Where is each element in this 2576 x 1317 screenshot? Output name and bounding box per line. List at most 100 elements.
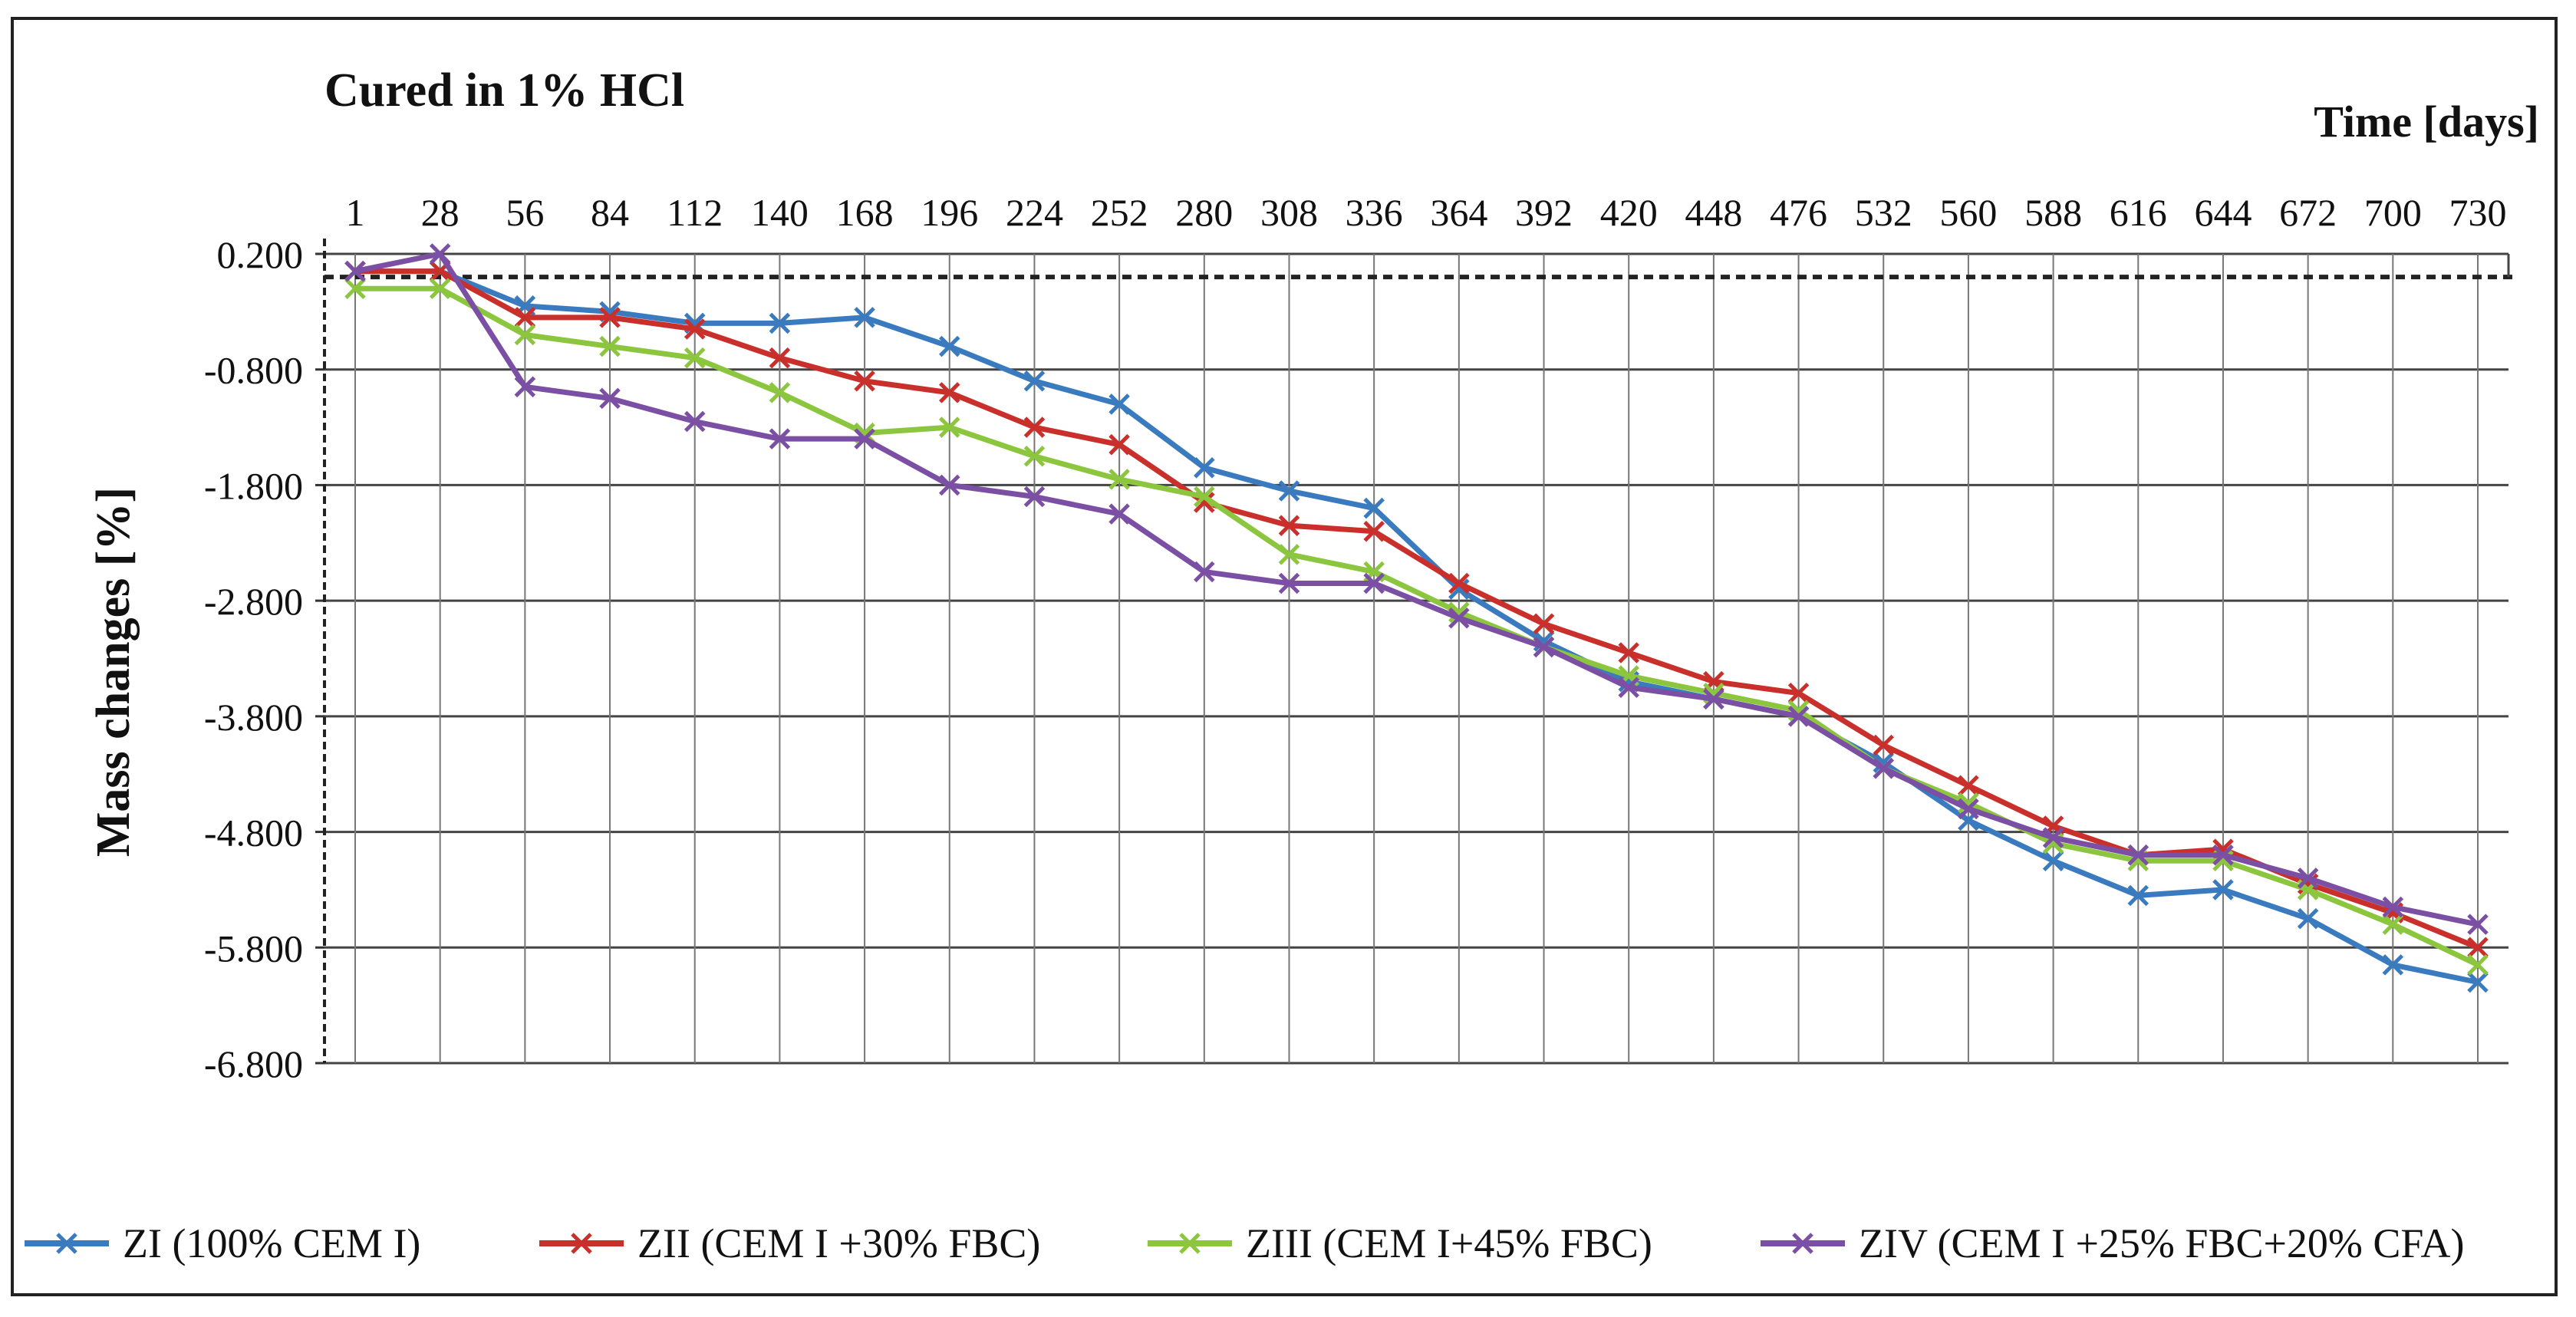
x-tick-label: 420 xyxy=(1600,191,1658,234)
legend-label: ZIII (CEM I+45% FBC) xyxy=(1246,1220,1652,1266)
x-tick-label: 140 xyxy=(751,191,809,234)
data-point xyxy=(2127,844,2149,866)
x-tick-label: 700 xyxy=(2364,191,2422,234)
x-tick-label: 392 xyxy=(1515,191,1573,234)
data-point xyxy=(1108,503,1130,525)
x-tick-label: 196 xyxy=(921,191,978,234)
data-point xyxy=(938,382,960,403)
series-line xyxy=(355,268,2479,950)
data-point xyxy=(1023,486,1046,508)
data-point xyxy=(769,428,791,449)
x-tick-label: 616 xyxy=(2110,191,2167,234)
data-point xyxy=(1533,613,1555,635)
series-line xyxy=(355,268,2479,985)
y-axis-label: Mass changes [%] xyxy=(87,487,140,857)
data-point xyxy=(599,387,621,410)
x-tick-label: 560 xyxy=(1939,191,1997,234)
legend-item-4: ZIV (CEM I +25% FBC+20% CFA) xyxy=(1761,1220,2464,1266)
data-point xyxy=(2297,907,2319,930)
data-point xyxy=(1023,417,1046,438)
data-point xyxy=(2467,914,2489,935)
data-point xyxy=(1873,757,1895,779)
y-tick-label: -2.800 xyxy=(204,580,303,623)
y-tick-label: 0.200 xyxy=(217,233,304,276)
legend-marker xyxy=(1179,1233,1201,1254)
data-point xyxy=(1363,520,1385,542)
data-point xyxy=(938,417,960,438)
legend: ZI (100% CEM I) ZII (CEM I +30% FBC) ZIII … xyxy=(25,1220,2464,1266)
legend-label: ZII (CEM I +30% FBC) xyxy=(637,1220,1040,1266)
data-point xyxy=(514,376,536,398)
data-point xyxy=(2042,827,2064,848)
x-tick-label: 56 xyxy=(506,191,544,234)
data-point xyxy=(1194,457,1215,479)
data-point xyxy=(1363,497,1385,519)
x-tick-label: 280 xyxy=(1175,191,1233,234)
data-point xyxy=(1958,775,1979,797)
x-tick-label: 532 xyxy=(1855,191,1912,234)
x-tick-label: 672 xyxy=(2279,191,2337,234)
x-tick-label: 588 xyxy=(2024,191,2082,234)
x-tick-label: 730 xyxy=(2449,191,2507,234)
legend-item-1: ZI (100% CEM I) xyxy=(25,1220,420,1266)
y-tick-label: -4.800 xyxy=(204,812,303,854)
data-point xyxy=(2382,914,2404,935)
y-tick-label: -0.800 xyxy=(204,349,303,392)
data-point xyxy=(599,335,621,357)
data-point xyxy=(1278,572,1300,594)
data-point xyxy=(1023,445,1046,467)
x-tick-label: 336 xyxy=(1346,191,1403,234)
data-point xyxy=(514,307,536,328)
data-point xyxy=(854,307,875,328)
legend-item-3: ZIII (CEM I+45% FBC) xyxy=(1148,1220,1652,1266)
data-point xyxy=(769,312,791,334)
data-point xyxy=(599,307,621,328)
data-point xyxy=(1448,607,1470,629)
data-point xyxy=(2467,971,2489,993)
series-line xyxy=(355,285,2479,968)
data-point xyxy=(344,278,366,299)
data-point xyxy=(1278,515,1300,536)
y-tick-label: -1.800 xyxy=(204,464,303,507)
data-point xyxy=(1533,636,1555,658)
chart: Cured in 1% HCl Time [days] Mass changes… xyxy=(25,64,2539,1266)
data-point xyxy=(514,324,536,346)
legend-label: ZI (100% CEM I) xyxy=(123,1220,420,1266)
data-point xyxy=(1787,706,1810,727)
data-point xyxy=(684,410,706,433)
x-tick-label: 448 xyxy=(1685,191,1742,234)
data-point xyxy=(1618,642,1639,663)
x-tick-label: 168 xyxy=(836,191,894,234)
x-tick-label: 644 xyxy=(2194,191,2252,234)
y-tick-label: -5.800 xyxy=(204,927,303,970)
data-point xyxy=(344,260,366,282)
y-tick-label: -3.800 xyxy=(204,696,303,739)
data-point xyxy=(1448,578,1470,600)
x-tick-label: 112 xyxy=(667,191,723,234)
data-point xyxy=(429,243,451,265)
legend-marker xyxy=(56,1233,77,1254)
data-point xyxy=(769,347,791,369)
y-tick-label: -6.800 xyxy=(204,1042,303,1085)
x-tick-label: 1 xyxy=(346,191,365,234)
x-axis-label: Time [days] xyxy=(2314,97,2539,147)
data-point xyxy=(1278,544,1300,565)
data-point xyxy=(2297,868,2319,889)
data-point xyxy=(2467,954,2489,976)
data-point xyxy=(2382,896,2404,918)
series-1 xyxy=(344,260,2489,993)
data-point xyxy=(769,382,791,403)
grid xyxy=(324,252,2508,1065)
data-point xyxy=(2127,884,2149,907)
data-point xyxy=(2467,937,2489,959)
data-point xyxy=(2212,844,2234,866)
data-point xyxy=(1363,572,1385,594)
data-point xyxy=(1108,393,1130,415)
x-tick-label: 224 xyxy=(1006,191,1063,234)
x-tick-label: 28 xyxy=(421,191,460,234)
data-point xyxy=(2382,954,2404,976)
data-point xyxy=(1703,688,1724,710)
data-point xyxy=(1448,572,1470,594)
series-group xyxy=(344,243,2489,993)
chart-title: Cured in 1% HCl xyxy=(324,64,684,117)
